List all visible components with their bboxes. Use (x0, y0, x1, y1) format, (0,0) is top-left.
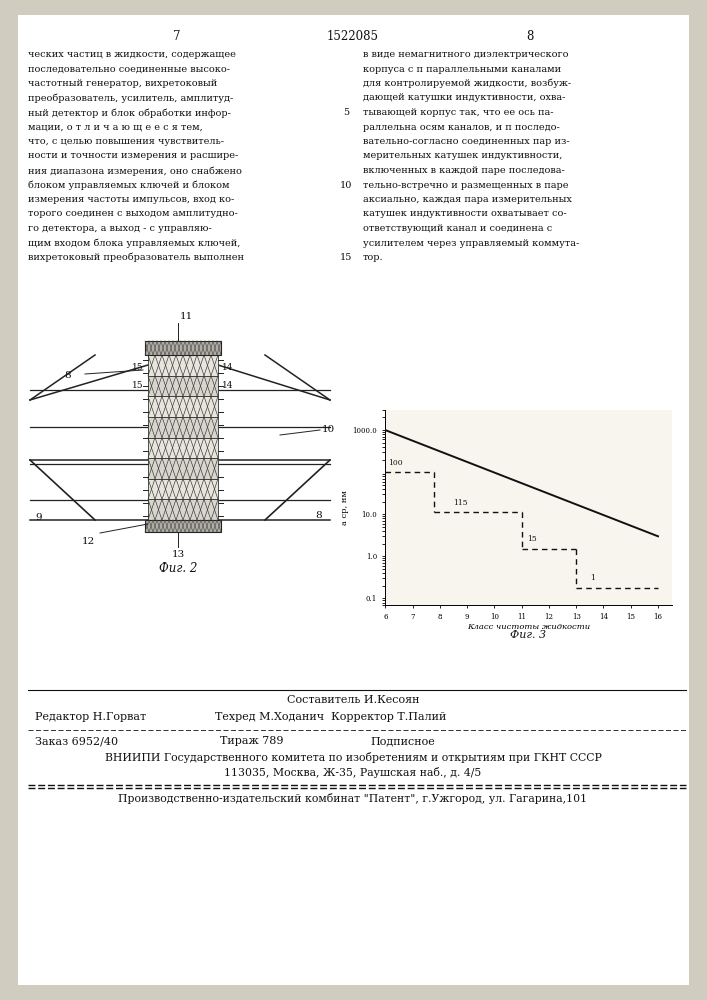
Text: 5: 5 (343, 108, 349, 117)
Text: Фиг. 2: Фиг. 2 (159, 562, 197, 575)
Bar (148, 355, 218, 376)
Text: в виде немагнитного диэлектрического: в виде немагнитного диэлектрического (363, 50, 568, 59)
Text: 12: 12 (81, 537, 95, 546)
Text: включенных в каждой паре последова-: включенных в каждой паре последова- (363, 166, 565, 175)
Text: преобразователь, усилитель, амплитуд-: преобразователь, усилитель, амплитуд- (28, 94, 233, 103)
Text: го детектора, а выход - с управляю-: го детектора, а выход - с управляю- (28, 224, 212, 233)
Bar (148, 479, 218, 499)
Text: дающей катушки индуктивности, охва-: дающей катушки индуктивности, охва- (363, 94, 566, 103)
Text: измерения частоты импульсов, вход ко-: измерения частоты импульсов, вход ко- (28, 195, 234, 204)
Bar (148, 396, 218, 417)
Text: ный детектор и блок обработки инфор-: ный детектор и блок обработки инфор- (28, 108, 231, 117)
Bar (148, 438, 218, 458)
Text: 10: 10 (322, 426, 335, 434)
Text: 10: 10 (340, 180, 352, 190)
Text: 8: 8 (315, 512, 322, 520)
Text: для контролируемой жидкости, возбуж-: для контролируемой жидкости, возбуж- (363, 79, 571, 89)
Text: тор.: тор. (363, 253, 384, 262)
Text: ния диапазона измерения, оно снабжено: ния диапазона измерения, оно снабжено (28, 166, 242, 176)
Text: мации, о т л и ч а ю щ е е с я тем,: мации, о т л и ч а ю щ е е с я тем, (28, 122, 203, 131)
Text: 15: 15 (527, 535, 537, 543)
Text: усилителем через управляемый коммута-: усилителем через управляемый коммута- (363, 238, 579, 247)
Text: аксиально, каждая пара измерительных: аксиально, каждая пара измерительных (363, 195, 572, 204)
Text: 15: 15 (340, 253, 352, 262)
Text: 9: 9 (35, 514, 42, 522)
Text: ответствующий канал и соединена с: ответствующий канал и соединена с (363, 224, 552, 233)
Bar (148, 499, 218, 520)
Text: катушек индуктивности охватывает со-: катушек индуктивности охватывает со- (363, 210, 566, 219)
Text: Составитель И.Кесоян: Составитель И.Кесоян (287, 695, 419, 705)
Text: 1: 1 (590, 574, 595, 582)
Bar (148, 417, 218, 438)
Text: Редактор Н.Горват: Редактор Н.Горват (35, 712, 146, 722)
Text: вательно-согласно соединенных пар из-: вательно-согласно соединенных пар из- (363, 137, 570, 146)
Text: 115: 115 (453, 499, 468, 507)
Text: 8: 8 (526, 30, 534, 43)
Text: Подписное: Подписное (370, 736, 435, 746)
Text: 11: 11 (180, 312, 193, 321)
Text: блоком управляемых ключей и блоком: блоком управляемых ключей и блоком (28, 180, 230, 190)
Text: Тираж 789: Тираж 789 (220, 736, 284, 746)
Text: 113035, Москва, Ж-35, Раушская наб., д. 4/5: 113035, Москва, Ж-35, Раушская наб., д. … (224, 767, 481, 778)
Text: Техред М.Ходанич  Корректор Т.Палий: Техред М.Ходанич Корректор Т.Палий (215, 712, 446, 722)
Text: 7: 7 (173, 30, 181, 43)
Text: мерительных катушек индуктивности,: мерительных катушек индуктивности, (363, 151, 562, 160)
Text: последовательно соединенные высоко-: последовательно соединенные высоко- (28, 64, 230, 74)
Text: частотный генератор, вихретоковый: частотный генератор, вихретоковый (28, 79, 217, 88)
X-axis label: Класс чистоты жидкости: Класс чистоты жидкости (467, 623, 590, 631)
Text: торого соединен с выходом амплитудно-: торого соединен с выходом амплитудно- (28, 210, 238, 219)
Text: корпуса с п параллельными каналами: корпуса с п параллельными каналами (363, 64, 561, 74)
Text: щим входом блока управляемых ключей,: щим входом блока управляемых ключей, (28, 238, 240, 248)
Text: Заказ 6952/40: Заказ 6952/40 (35, 736, 118, 746)
Text: 15: 15 (132, 380, 144, 389)
Text: Производственно-издательский комбинат "Патент", г.Ужгород, ул. Гагарина,101: Производственно-издательский комбинат "П… (119, 793, 588, 804)
Text: 14: 14 (222, 380, 233, 389)
Text: тельно-встречно и размещенных в паре: тельно-встречно и размещенных в паре (363, 180, 568, 190)
Text: тывающей корпус так, что ее ось па-: тывающей корпус так, что ее ось па- (363, 108, 554, 117)
Text: 8: 8 (64, 370, 71, 379)
Text: 1522085: 1522085 (327, 30, 379, 43)
Bar (148, 458, 218, 479)
Text: 14: 14 (222, 362, 233, 371)
Bar (145, 341, 221, 355)
Text: ВНИИПИ Государственного комитета по изобретениям и открытиям при ГКНТ СССР: ВНИИПИ Государственного комитета по изоб… (105, 752, 602, 763)
Text: что, с целью повышения чувствитель-: что, с целью повышения чувствитель- (28, 137, 224, 146)
Bar (145, 520, 221, 532)
Text: 13: 13 (171, 550, 185, 559)
Text: Фиг. 3: Фиг. 3 (510, 630, 547, 640)
Text: 15: 15 (132, 362, 144, 371)
Text: ческих частиц в жидкости, содержащее: ческих частиц в жидкости, содержащее (28, 50, 236, 59)
Y-axis label: а ср, нм: а ср, нм (341, 490, 349, 525)
Bar (148, 376, 218, 396)
Text: 100: 100 (388, 459, 403, 467)
Text: вихретоковый преобразователь выполнен: вихретоковый преобразователь выполнен (28, 253, 244, 262)
Text: раллельна осям каналов, и п последо-: раллельна осям каналов, и п последо- (363, 122, 560, 131)
Text: ности и точности измерения и расшире-: ности и точности измерения и расшире- (28, 151, 238, 160)
